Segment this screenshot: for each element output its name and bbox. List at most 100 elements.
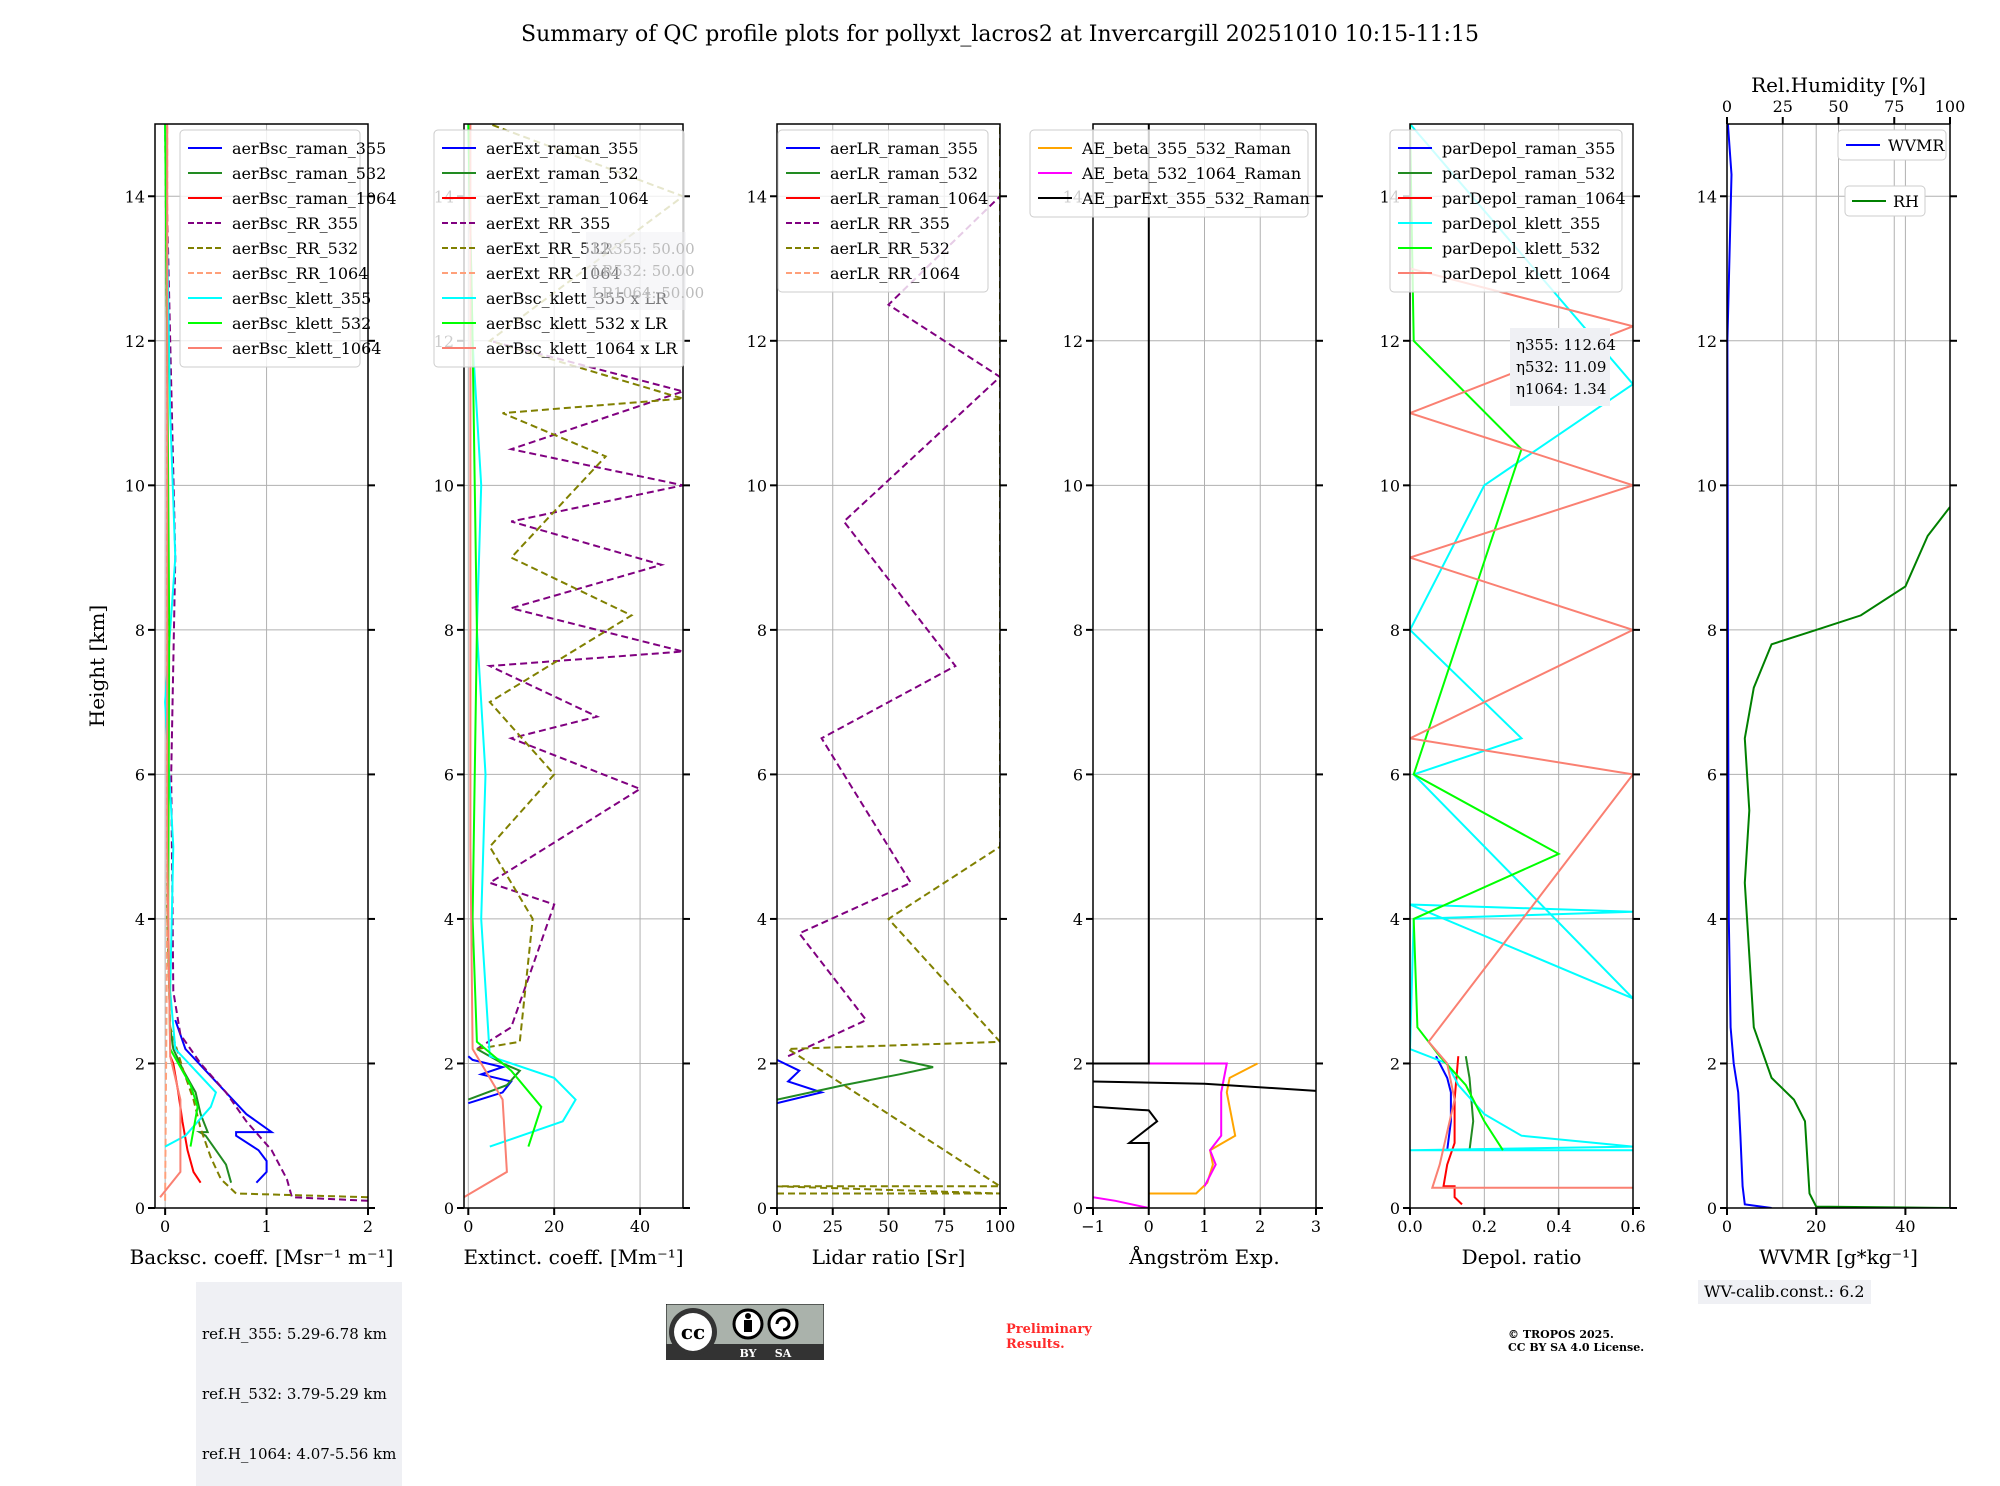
x-tick-label: 20	[544, 1217, 564, 1236]
legend-label: parDepol_raman_1064	[1442, 189, 1626, 208]
y-tick-label: 8	[1707, 621, 1717, 640]
legend-label: AE_beta_355_532_Raman	[1081, 139, 1291, 158]
y-tick-label: 0	[1073, 1199, 1083, 1218]
top-tick-label: 75	[1884, 97, 1904, 116]
x-tick-label: 0	[463, 1217, 473, 1236]
y-tick-label: 0	[1707, 1199, 1717, 1218]
top-tick-label: 50	[1828, 97, 1848, 116]
legend: aerLR_raman_355 aerLR_raman_532 aerLR_rama…	[777, 129, 989, 293]
legend-rh: RH	[1844, 185, 1926, 217]
panel-lidar_ratio: 0 2 4 6 8 10 12 14 0 25 50 75 100 Lidar ratio [Sr] aer…	[747, 123, 1016, 1269]
series-AE_beta_532_1064_Raman	[1093, 1196, 1150, 1208]
annotation-line: LR1064: 50.00	[592, 284, 704, 302]
legend-label: aerExt_raman_532	[486, 164, 639, 183]
legend-label: aerLR_RR_532	[830, 239, 950, 258]
preliminary-line-2: Results.	[1006, 1337, 1065, 1352]
legend-label: AE_parExt_355_532_Raman	[1081, 189, 1310, 208]
series-aerBsc_klett_532 x LR	[467, 124, 543, 1147]
cc-license-badge: cc BY SA	[665, 1303, 825, 1361]
legend-label: aerExt_RR_355	[486, 214, 610, 233]
series-RH	[1743, 506, 1950, 1208]
y-tick-label: 6	[1073, 765, 1083, 784]
legend: parDepol_raman_355 parDepol_raman_532 parD…	[1389, 129, 1626, 293]
y-tick-label: 14	[1697, 187, 1717, 206]
y-tick-label: 2	[1390, 1054, 1400, 1073]
legend-label: aerBsc_RR_1064	[232, 264, 368, 283]
y-tick-label: 4	[444, 910, 454, 929]
y-tick-label: 14	[125, 187, 145, 206]
ref-height-532: ref.H_532: 3.79-5.29 km	[202, 1385, 387, 1403]
annotation-box: LR355: 50.00 LR532: 50.00 LR1064: 50.00	[586, 232, 704, 310]
y-tick-label: 8	[444, 621, 454, 640]
series-AE_parExt_355_532_Raman_upper	[1093, 1080, 1316, 1092]
x-tick-label: 100	[985, 1217, 1016, 1236]
x-tick-label: 0	[160, 1217, 170, 1236]
y-tick-label: 0	[757, 1199, 767, 1218]
x-axis-label: Ångström Exp.	[1128, 1244, 1279, 1269]
legend-label: aerBsc_klett_1064	[232, 339, 381, 358]
y-tick-label: 2	[444, 1054, 454, 1073]
y-tick-label: 6	[757, 765, 767, 784]
legend-label: parDepol_raman_355	[1442, 139, 1615, 158]
sa-label: SA	[775, 1347, 792, 1360]
x-tick-label: 0	[1722, 1217, 1732, 1236]
y-tick-label: 6	[135, 765, 145, 784]
legend-label: aerBsc_RR_355	[232, 214, 358, 233]
ref-height-355: ref.H_355: 5.29-6.78 km	[202, 1325, 387, 1343]
y-tick-label: 8	[1073, 621, 1083, 640]
x-axis-label: Depol. ratio	[1462, 1245, 1582, 1269]
preliminary-line-1: Preliminary	[1006, 1322, 1092, 1337]
legend-box	[179, 129, 361, 368]
y-tick-label: 12	[747, 332, 767, 351]
x-tick-label: −1	[1081, 1217, 1105, 1236]
series-AE_beta_532_1064_Raman_upper	[1148, 1062, 1229, 1187]
y-tick-label: 12	[1697, 332, 1717, 351]
legend-box	[1837, 129, 1947, 161]
x-tick-label: 0.0	[1397, 1217, 1422, 1236]
y-tick-label: 10	[1697, 476, 1717, 495]
series-aerBsc_klett_1064 x LR	[464, 124, 508, 1199]
axes-frame	[154, 123, 369, 1209]
ref-height-1064: ref.H_1064: 4.07-5.56 km	[202, 1445, 397, 1463]
x-axis-label: Lidar ratio [Sr]	[812, 1245, 966, 1269]
annotation-line: η355: 112.64	[1516, 336, 1616, 354]
y-tick-label: 4	[135, 910, 145, 929]
series-aerBsc_raman_355	[174, 1019, 275, 1184]
y-tick-label: 0	[1390, 1199, 1400, 1218]
series-aerBsc_raman_1064	[169, 1055, 202, 1184]
annotation-box: η355: 112.64 η532: 11.09 η1064: 1.34	[1510, 328, 1616, 406]
legend-box	[777, 129, 989, 293]
x-tick-label: 2	[1255, 1217, 1265, 1236]
legend: AE_beta_355_532_Raman AE_beta_532_1064_Ra…	[1029, 129, 1310, 218]
legend-label: WVMR	[1888, 136, 1945, 155]
legend-label: aerExt_RR_532	[486, 239, 610, 258]
x-tick-label: 1	[261, 1217, 271, 1236]
legend-label: aerLR_raman_532	[830, 164, 978, 183]
legend-box	[1029, 129, 1309, 218]
copyright-line-2: CC BY SA 4.0 License.	[1508, 1341, 1645, 1354]
series-AE_parExt_355_532_Raman_top	[1093, 124, 1150, 1065]
annotation-line: LR355: 50.00	[592, 240, 695, 258]
series-aerBsc_RR_1064	[164, 124, 169, 1201]
top-axis-label: Rel.Humidity [%]	[1751, 73, 1926, 97]
panel-wvmr: 0 2 4 6 8 10 12 14 0 20 40 WVMR [g*kg⁻¹] 0 25 50 75 100 R…	[1697, 73, 1966, 1269]
top-tick-label: 100	[1935, 97, 1966, 116]
series-aerExt_RR_355	[476, 339, 683, 1050]
legend-label: parDepol_klett_532	[1442, 239, 1600, 258]
legend-label: aerBsc_raman_532	[232, 164, 386, 183]
y-tick-label: 12	[1380, 332, 1400, 351]
cc-text: cc	[681, 1320, 705, 1344]
y-tick-label: 4	[1707, 910, 1717, 929]
x-tick-label: 2	[363, 1217, 373, 1236]
legend-label: aerBsc_RR_532	[232, 239, 358, 258]
legend-label: parDepol_raman_532	[1442, 164, 1615, 183]
y-tick-label: 10	[747, 476, 767, 495]
x-tick-label: 25	[823, 1217, 843, 1236]
x-tick-label: 75	[934, 1217, 954, 1236]
wv-calib-box: WV-calib.const.: 6.2	[1698, 1280, 1871, 1304]
x-tick-label: 40	[630, 1217, 650, 1236]
